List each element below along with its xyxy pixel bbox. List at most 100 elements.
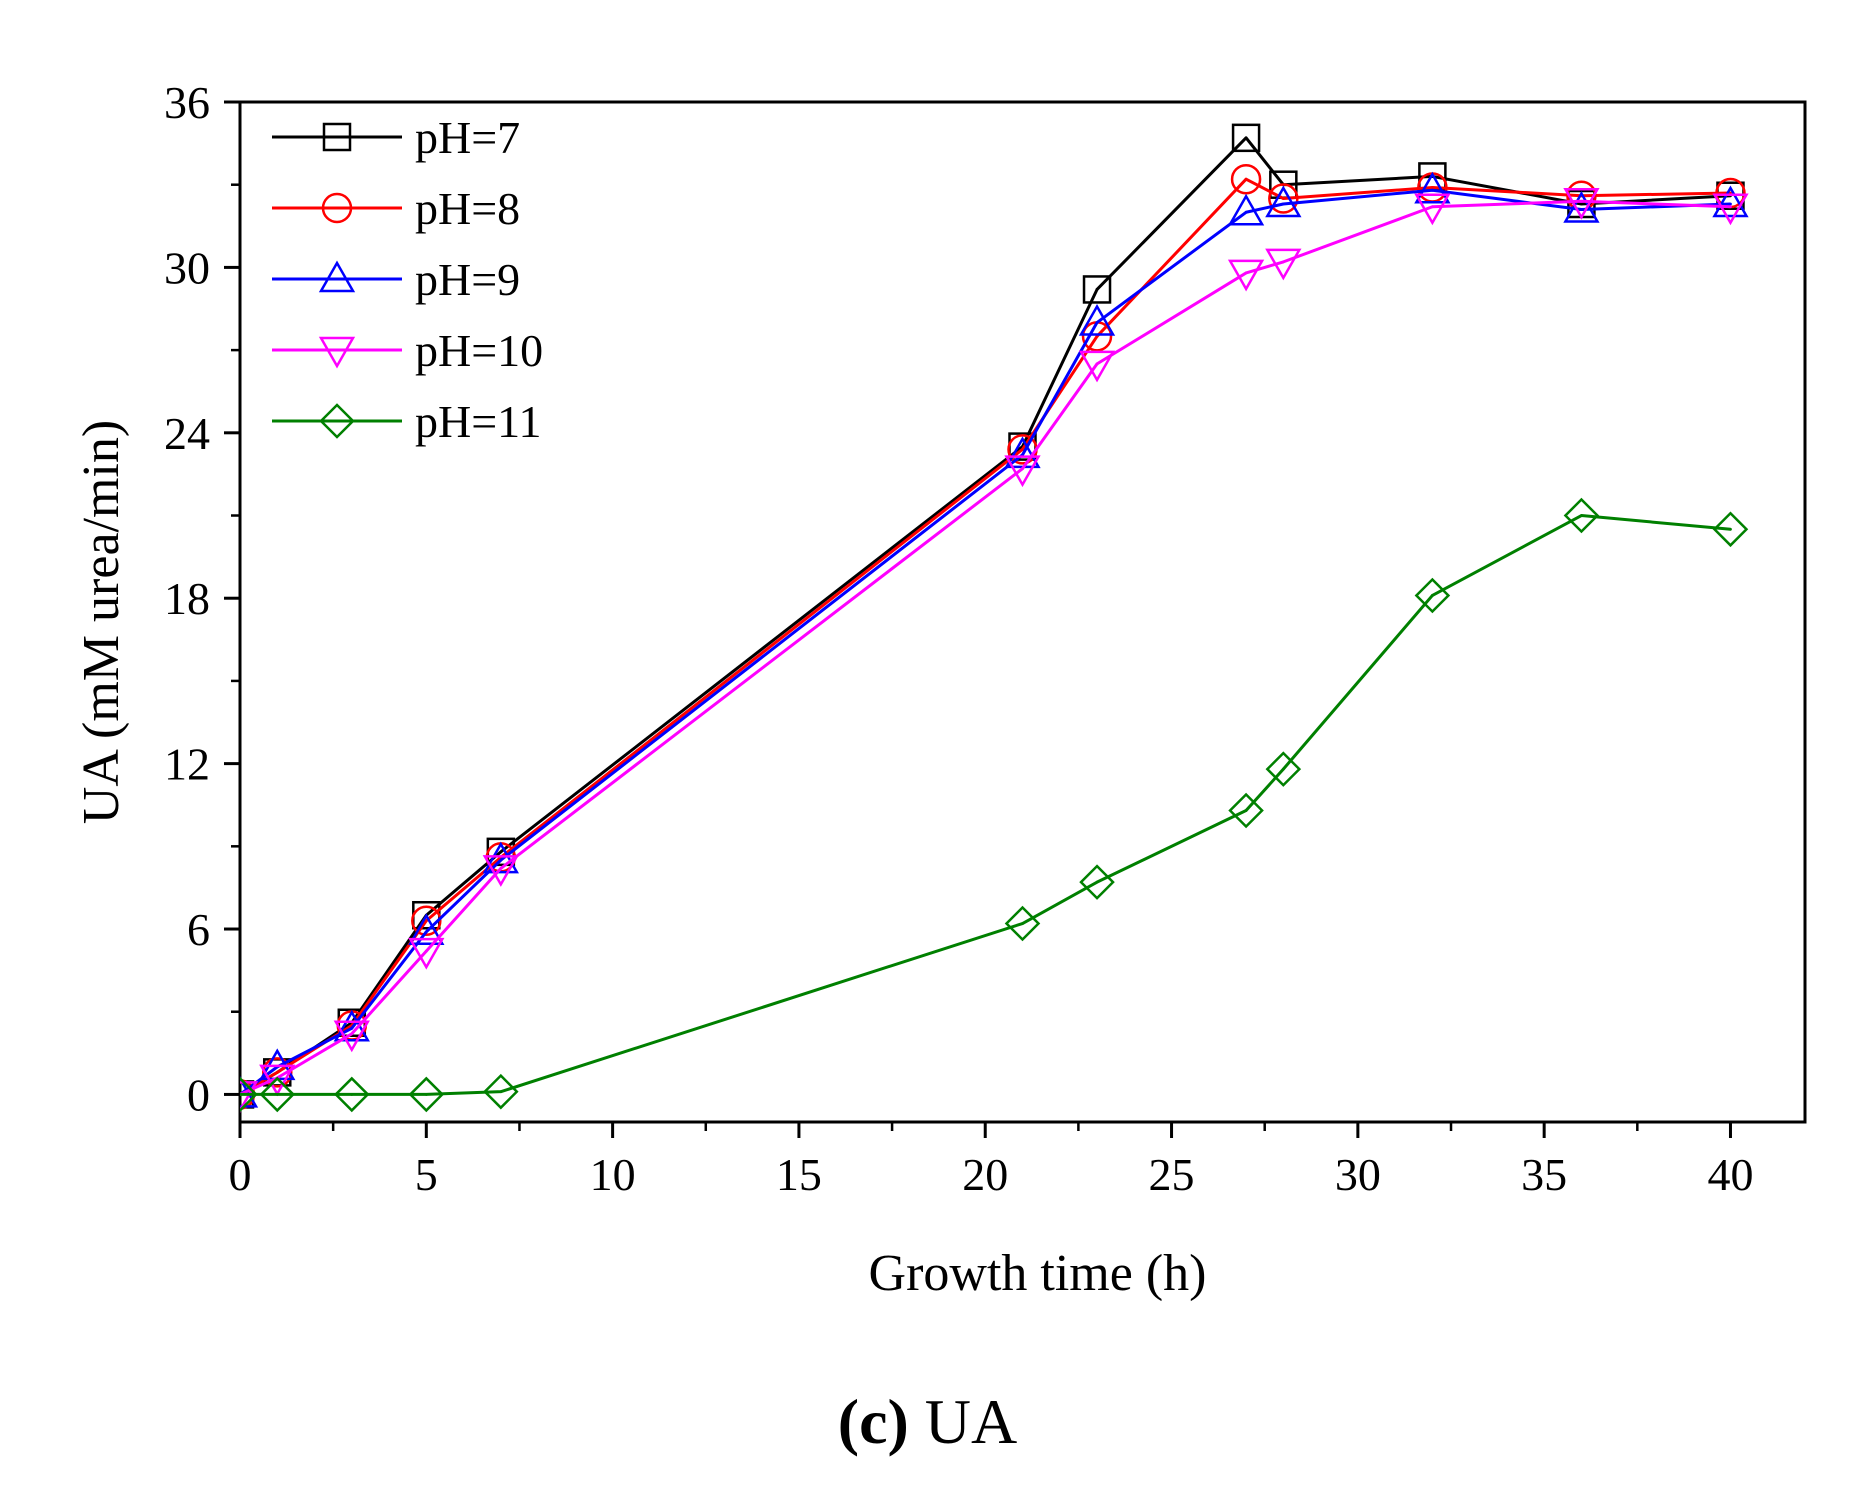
legend-label: pH=9	[415, 254, 520, 305]
data-point-dot	[350, 1093, 354, 1096]
legend-item: pH=10	[272, 325, 543, 376]
legend-marker-dot	[335, 135, 339, 139]
x-tick-label: 5	[415, 1149, 438, 1200]
y-axis-title: UA (mM urea/min)	[73, 420, 130, 824]
data-point-dot	[1244, 136, 1248, 140]
series-pH=9	[240, 171, 1749, 1108]
data-point-dot	[1430, 205, 1434, 209]
data-point-dot	[1430, 188, 1434, 192]
y-tick-label: 24	[164, 408, 210, 459]
legend-marker-dot	[335, 277, 339, 281]
data-point	[1563, 190, 1600, 223]
legend-marker	[318, 336, 356, 369]
data-point-dot	[350, 1032, 354, 1036]
y-tick-label: 12	[164, 739, 210, 790]
series-line	[240, 177, 1731, 1096]
data-point-dot	[499, 850, 503, 854]
caption-letter: (c)	[837, 1386, 909, 1457]
data-point	[1265, 751, 1302, 787]
data-point-dot	[424, 1093, 428, 1096]
legend-item: pH=8	[272, 183, 520, 234]
data-point	[240, 1076, 258, 1113]
plot-border	[238, 100, 1807, 1124]
legend-marker	[318, 260, 356, 293]
x-tick-label: 20	[962, 1149, 1008, 1200]
data-point	[1082, 275, 1112, 304]
legend-marker-dot	[335, 348, 339, 352]
x-tick-label: 10	[590, 1149, 636, 1200]
data-point	[1712, 511, 1749, 548]
data-point	[1265, 248, 1302, 281]
axes: 0 5 10 15 20 25 30 35 40 0 6 12 18 24 30 36	[164, 77, 1753, 1200]
data-point-dot	[1729, 527, 1732, 531]
data-point-dot	[424, 930, 428, 934]
legend-item: pH=7	[272, 112, 520, 163]
data-point-dot	[1580, 202, 1583, 206]
data-point	[1712, 193, 1749, 226]
data-point-dot	[350, 1026, 354, 1030]
data-point	[408, 913, 445, 946]
data-point-dot	[1244, 271, 1248, 275]
y-tick-label: 18	[164, 573, 210, 624]
data-point	[411, 905, 442, 937]
data-point-dot	[240, 1093, 242, 1096]
data-point-dot	[1580, 199, 1583, 203]
data-point	[1227, 259, 1265, 292]
data-point-dot	[1430, 594, 1434, 597]
data-point	[1230, 163, 1262, 195]
data-point-dot	[1021, 922, 1024, 925]
data-point	[482, 841, 519, 874]
figure-caption: (c) UA	[0, 1385, 1855, 1459]
data-point	[240, 1081, 259, 1113]
series-line	[240, 199, 1731, 1096]
data-point-dot	[1281, 197, 1285, 200]
legend-label: pH=8	[415, 183, 520, 234]
data-point-dot	[1095, 321, 1099, 324]
data-point-dot	[1095, 362, 1099, 366]
data-point	[1265, 185, 1302, 218]
legend-marker-dot	[335, 419, 339, 423]
data-point-dot	[1281, 767, 1285, 771]
data-point-dot	[1729, 205, 1732, 209]
data-point	[1004, 455, 1041, 488]
legend-label: pH=10	[415, 325, 543, 376]
data-point-dot	[1244, 809, 1248, 812]
x-tick-label: 40	[1707, 1149, 1753, 1200]
data-point	[259, 1064, 296, 1097]
data-point-dot	[1244, 210, 1248, 214]
data-point-dot	[275, 1070, 279, 1074]
data-point	[1004, 905, 1041, 942]
data-point	[1414, 171, 1451, 204]
data-point-dot	[1580, 208, 1583, 211]
legend: pH=7 pH=8 pH=9 pH=10 pH=11	[272, 112, 543, 447]
legend-marker-dot	[335, 206, 339, 210]
series-layer	[240, 123, 1749, 1113]
data-point	[1231, 123, 1261, 153]
data-point	[262, 1057, 293, 1088]
legend-marker	[319, 403, 355, 439]
data-point-dot	[1580, 514, 1583, 517]
x-tick-label: 30	[1335, 1149, 1381, 1200]
data-point	[1078, 350, 1116, 383]
data-point	[1268, 183, 1299, 214]
x-axis-title: Growth time (h)	[869, 1245, 1207, 1302]
data-point-dot	[499, 866, 503, 870]
data-point-dot	[424, 949, 428, 953]
x-tick-label: 25	[1149, 1149, 1195, 1200]
series-pH=8	[240, 163, 1746, 1110]
y-tick-label: 6	[187, 904, 210, 955]
data-point-dot	[424, 919, 428, 923]
legend-marker	[322, 122, 352, 152]
data-point	[1712, 185, 1749, 218]
data-point-dot	[1095, 880, 1099, 884]
data-point-dot	[275, 1093, 279, 1096]
data-point	[1228, 792, 1264, 829]
data-point-dot	[1095, 288, 1099, 291]
y-tick-label: 30	[164, 242, 210, 293]
data-point	[1414, 577, 1451, 614]
y-tick-label: 0	[187, 1069, 210, 1120]
data-point	[482, 855, 519, 887]
data-point	[259, 1076, 296, 1113]
data-point	[1563, 187, 1600, 220]
